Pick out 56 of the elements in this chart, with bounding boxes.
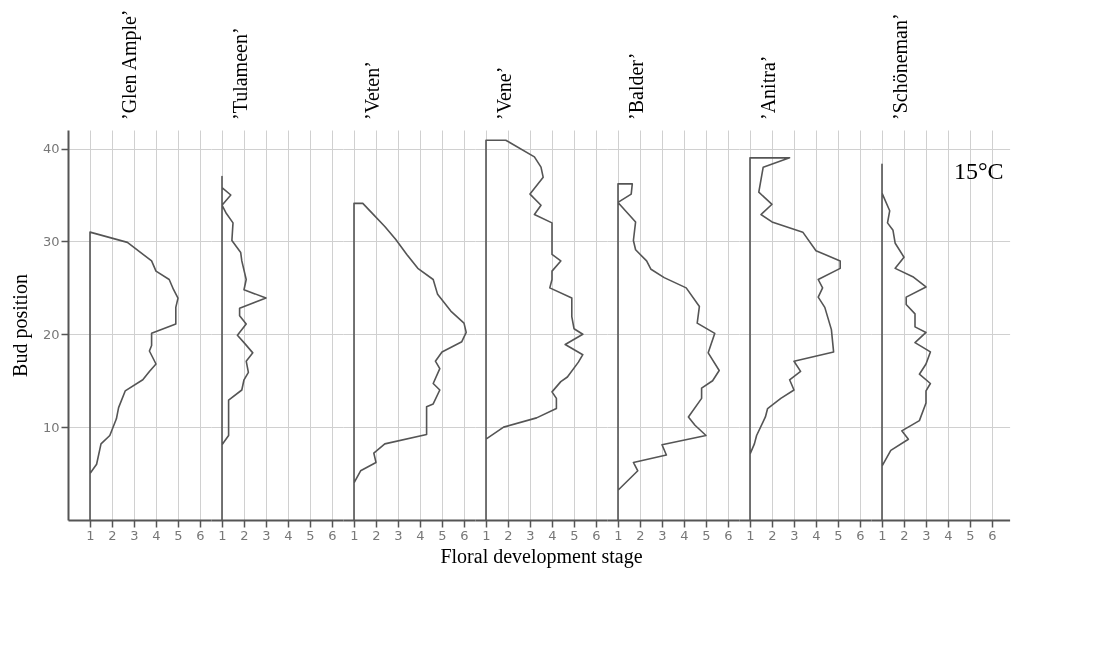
- x-tick-label: 6: [856, 527, 865, 543]
- x-tick-label: 1: [218, 527, 227, 543]
- x-tick-label: 5: [438, 527, 447, 543]
- x-tick-label: 2: [372, 527, 381, 543]
- x-tick-label: 2: [768, 527, 777, 543]
- x-tick-label: 6: [988, 527, 997, 543]
- chart-title: ’Anitra’: [757, 55, 779, 120]
- annotation: 15°C: [953, 158, 1004, 184]
- x-tick-label: 3: [658, 527, 667, 543]
- chart-title: ’Balder’: [625, 52, 647, 120]
- x-tick-label: 1: [350, 527, 359, 543]
- x-tick-label: 5: [570, 527, 579, 543]
- x-tick-label: 6: [460, 527, 469, 543]
- x-tick-label: 3: [130, 527, 139, 543]
- y-tick-label: 20: [42, 326, 60, 342]
- x-tick-label: 1: [878, 527, 887, 543]
- y-tick-label: 30: [42, 233, 60, 249]
- x-tick-label: 6: [196, 527, 205, 543]
- chart-title: ’Vene’: [493, 66, 515, 120]
- y-tick-label: 10: [42, 419, 60, 435]
- x-tick-label: 1: [614, 527, 623, 543]
- x-tick-label: 2: [240, 527, 249, 543]
- x-tick-label: 5: [834, 527, 843, 543]
- x-axis-title: Floral development stage: [440, 544, 643, 568]
- chart-title: ’Glen Ample’: [118, 9, 141, 120]
- y-tick-label: 40: [42, 141, 60, 157]
- x-tick-label: 3: [526, 527, 535, 543]
- x-tick-label: 4: [284, 527, 293, 543]
- x-tick-label: 4: [944, 527, 953, 543]
- x-tick-label: 3: [394, 527, 403, 543]
- chart-title: ’Schöneman’: [889, 13, 911, 120]
- x-tick-label: 3: [790, 527, 799, 543]
- x-tick-label: 6: [724, 527, 733, 543]
- x-tick-label: 1: [86, 527, 95, 543]
- x-tick-label: 2: [900, 527, 909, 543]
- x-tick-label: 5: [306, 527, 315, 543]
- y-axis-title: Bud position: [8, 274, 32, 377]
- x-tick-label: 3: [922, 527, 931, 543]
- x-tick-label: 6: [592, 527, 601, 543]
- x-tick-label: 4: [416, 527, 425, 543]
- x-tick-label: 4: [680, 527, 689, 543]
- chart-title: ’Veten’: [361, 61, 383, 120]
- x-tick-label: 1: [746, 527, 755, 543]
- x-tick-label: 4: [812, 527, 821, 543]
- x-tick-label: 2: [636, 527, 645, 543]
- x-tick-label: 4: [152, 527, 161, 543]
- x-tick-label: 6: [328, 527, 337, 543]
- x-tick-label: 2: [504, 527, 513, 543]
- x-tick-label: 4: [548, 527, 557, 543]
- x-tick-label: 5: [966, 527, 975, 543]
- x-tick-label: 2: [108, 527, 117, 543]
- x-tick-label: 5: [174, 527, 183, 543]
- x-tick-label: 3: [262, 527, 271, 543]
- chart-title: ’Tulameen’: [229, 27, 251, 120]
- x-tick-label: 1: [482, 527, 491, 543]
- x-tick-label: 5: [702, 527, 711, 543]
